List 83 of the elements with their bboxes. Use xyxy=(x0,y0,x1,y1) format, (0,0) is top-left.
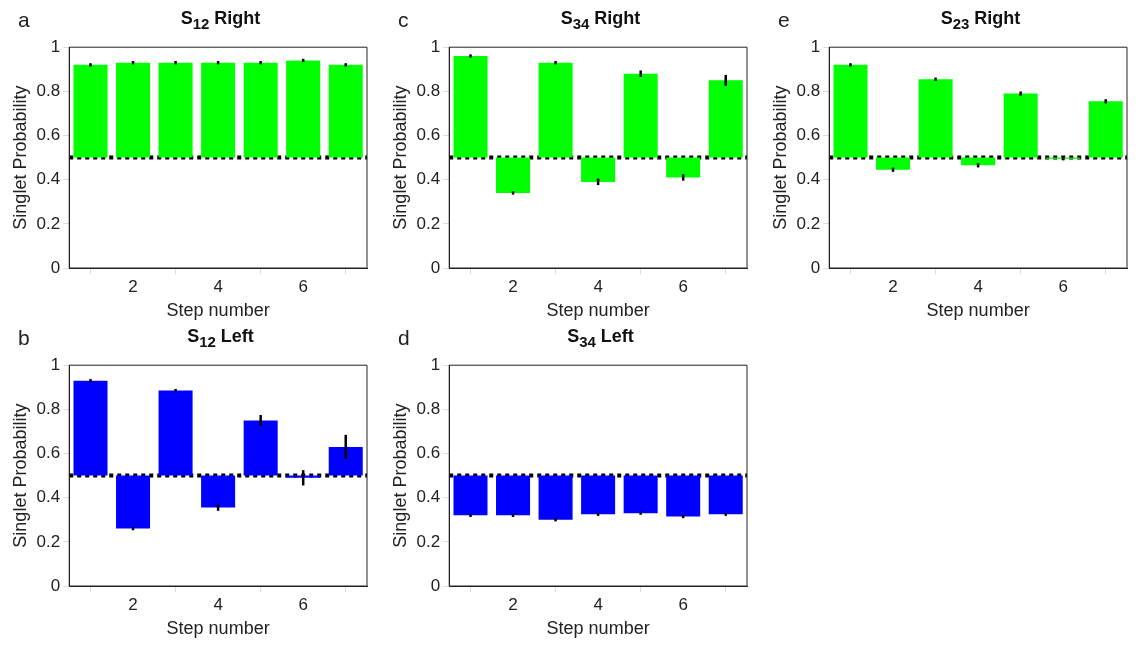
text: b xyxy=(18,326,30,350)
y-tick-label: 0.6 xyxy=(796,125,821,145)
x-tick-label: 6 xyxy=(298,594,308,614)
text: d xyxy=(398,326,410,350)
y-tick-label: 1 xyxy=(430,354,441,374)
x-tick-label: 4 xyxy=(213,594,223,614)
x-tick-label: 4 xyxy=(973,276,983,296)
bar xyxy=(116,475,151,529)
y-axis-title: Singlet Probability xyxy=(9,403,30,548)
y-axis-title: Singlet Probability xyxy=(389,403,410,548)
y-tick-label: 0 xyxy=(430,257,441,277)
y-tick-label: 1 xyxy=(430,36,441,56)
bar xyxy=(876,157,911,170)
bar xyxy=(666,157,701,178)
y-tick-label: 0 xyxy=(430,575,441,595)
y-tick-label: 0 xyxy=(50,257,61,277)
y-tick-label: 0.6 xyxy=(36,125,61,145)
bar xyxy=(243,420,278,476)
y-tick-label: 0 xyxy=(810,257,821,277)
x-tick-label: 2 xyxy=(128,276,138,296)
y-axis-title: Singlet Probability xyxy=(389,85,410,230)
x-axis-title: Step number xyxy=(166,618,270,639)
y-tick-label: 0.6 xyxy=(416,125,441,145)
bar xyxy=(453,56,488,158)
chart-title: S$_{12}$ Left xyxy=(186,326,255,350)
x-tick-label: 6 xyxy=(678,276,688,296)
bar xyxy=(1088,101,1123,158)
x-axis-title: Step number xyxy=(546,618,650,639)
bar xyxy=(1003,93,1038,158)
y-tick-label: 0.2 xyxy=(416,213,441,233)
chart-title: S$_{12}$ Right xyxy=(179,8,262,32)
y-tick-label: 0.8 xyxy=(36,399,61,419)
x-tick-label: 6 xyxy=(1058,276,1068,296)
y-tick-label: 0.2 xyxy=(416,531,441,551)
y-tick-label: 1 xyxy=(810,36,821,56)
bar xyxy=(496,157,531,193)
y-tick-label: 0.4 xyxy=(416,169,441,189)
y-tick-label: 0.6 xyxy=(416,443,441,463)
x-tick-label: 4 xyxy=(213,276,223,296)
y-tick-label: 0.2 xyxy=(36,213,61,233)
text: e xyxy=(778,8,790,32)
y-tick-label: 1 xyxy=(50,36,61,56)
chart-title: S$_{23}$ Right xyxy=(939,8,1022,32)
bar xyxy=(73,380,108,476)
y-axis-title: Singlet Probability xyxy=(9,85,30,230)
y-tick-label: 0.8 xyxy=(36,81,61,101)
y-axis-title: Singlet Probability xyxy=(769,85,790,230)
x-tick-label: 2 xyxy=(888,276,898,296)
x-tick-label: 6 xyxy=(678,594,688,614)
y-tick-label: 0.8 xyxy=(796,81,821,101)
chart-title: S$_{34}$ Left xyxy=(566,326,635,350)
y-tick-label: 0.2 xyxy=(796,213,821,233)
y-tick-label: 0.4 xyxy=(416,487,441,507)
x-tick-label: 2 xyxy=(508,594,518,614)
bar xyxy=(201,475,236,508)
chart-title: S$_{34}$ Right xyxy=(559,8,642,32)
bar xyxy=(581,157,616,182)
x-axis-title: Step number xyxy=(926,300,1030,321)
text: a xyxy=(18,8,30,32)
bar xyxy=(833,64,868,158)
x-tick-label: 4 xyxy=(593,276,603,296)
y-tick-label: 0.4 xyxy=(796,169,821,189)
x-tick-label: 2 xyxy=(508,276,518,296)
x-axis-title: Step number xyxy=(546,300,650,321)
bar xyxy=(623,73,658,158)
x-tick-label: 6 xyxy=(298,276,308,296)
x-tick-label: 4 xyxy=(593,594,603,614)
y-tick-label: 0.4 xyxy=(36,169,61,189)
y-tick-label: 0.8 xyxy=(416,399,441,419)
bar xyxy=(918,79,953,158)
y-tick-label: 0.8 xyxy=(416,81,441,101)
text: c xyxy=(398,8,409,32)
y-tick-label: 0 xyxy=(50,575,61,595)
bar xyxy=(158,390,193,476)
y-tick-label: 1 xyxy=(50,354,61,374)
y-tick-label: 0.2 xyxy=(36,531,61,551)
y-tick-label: 0.6 xyxy=(36,443,61,463)
bar xyxy=(538,62,573,158)
x-tick-label: 2 xyxy=(128,594,138,614)
bar xyxy=(328,446,363,476)
y-tick-label: 0.4 xyxy=(36,487,61,507)
x-axis-title: Step number xyxy=(166,300,270,321)
bar xyxy=(708,80,743,158)
